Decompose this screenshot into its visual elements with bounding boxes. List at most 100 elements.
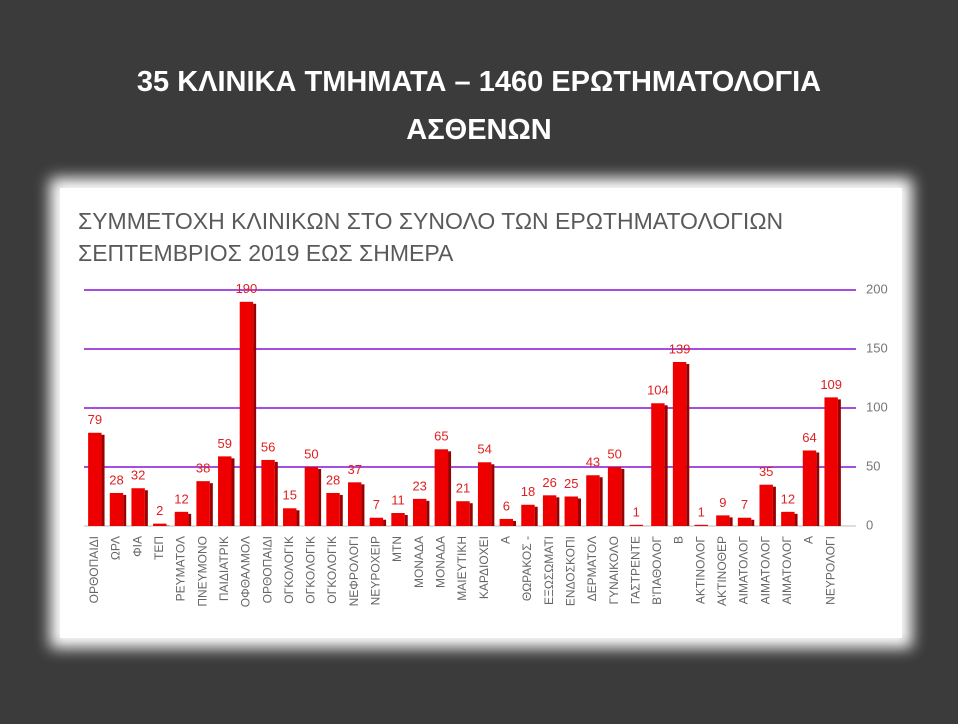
bar-side	[253, 303, 257, 526]
bar-side	[188, 513, 192, 526]
bar	[824, 397, 838, 526]
y-tick-label: 50	[866, 458, 880, 473]
x-tick-label: Α	[802, 536, 816, 544]
bar	[283, 508, 297, 526]
x-tick-label: ΝΕΥΡΟΧΕΙΡ	[369, 536, 383, 605]
bar	[391, 513, 405, 526]
bar	[412, 498, 427, 526]
x-tick-label: ΜΑΙΕΥΤΙΚΗ	[455, 536, 469, 601]
bar	[499, 518, 514, 526]
bar	[694, 524, 708, 526]
x-tick-label: ΕΞΩΣΩΜΑΤΙ	[542, 536, 556, 605]
bar-side	[231, 458, 235, 526]
y-tick-label: 200	[866, 281, 888, 296]
value-label: 1	[698, 504, 705, 519]
bar	[369, 517, 384, 526]
x-tick-label: ΟΓΚΟΛΟΓΙΚ	[282, 536, 296, 604]
value-label: 43	[586, 455, 600, 470]
x-tick-label: ΜΤΝ	[390, 536, 404, 562]
x-tick-label: ΡΕΥΜΑΤΟΛ	[174, 536, 188, 601]
bar	[586, 475, 600, 526]
bar	[131, 488, 145, 526]
x-tick-label: ΟΦΘΑΛΜΟΛ	[239, 536, 253, 607]
bar-side	[513, 520, 517, 526]
bar-side	[664, 405, 668, 526]
chart-title: ΣΥΜΜΕΤΟΧΗ ΚΛΙΝΙΚΩΝ ΣΤΟ ΣΥΝΟΛΟ ΤΩΝ ΕΡΩΤΗΜ…	[78, 208, 784, 266]
bar	[564, 496, 578, 526]
value-label: 6	[503, 498, 510, 513]
bar-side	[577, 498, 581, 526]
bar-side	[556, 497, 560, 526]
bar	[304, 467, 319, 526]
bar-side	[209, 483, 213, 526]
bar	[802, 450, 817, 526]
bar-side	[599, 477, 603, 526]
bar-side	[686, 363, 690, 526]
value-label: 12	[174, 491, 188, 506]
bar-side	[837, 399, 841, 526]
bar	[672, 361, 687, 526]
bar-side	[448, 451, 452, 526]
value-label: 35	[759, 464, 773, 479]
value-label: 2	[156, 503, 163, 518]
bar	[261, 459, 275, 526]
x-tick-label: Α	[498, 536, 512, 544]
bar-side	[123, 494, 127, 526]
bar-side	[816, 452, 820, 526]
bar-side	[404, 515, 408, 526]
bar-side	[101, 434, 105, 526]
value-label: 54	[477, 442, 491, 457]
y-tick-label: 150	[866, 340, 888, 355]
x-tick-label: Β'ΠΑΘΟΛΟΓ	[650, 536, 664, 605]
bar	[153, 523, 167, 526]
value-label: 50	[304, 446, 318, 461]
bar-side	[339, 494, 343, 526]
value-label: 59	[218, 436, 232, 451]
y-tick-label: 100	[866, 399, 888, 414]
value-label: 50	[607, 446, 621, 461]
x-tick-label: ΟΡΘΟΠΑΙΔΙ	[260, 536, 274, 603]
bar	[456, 501, 470, 526]
bar-side	[751, 519, 755, 526]
x-tick-label: ΟΡΘΟΠΑΙΔΙ	[87, 536, 101, 603]
x-tick-label: ΔΕΡΜΑΤΟΛ	[585, 536, 599, 601]
x-tick-label: ΑΚΤΙΝΟΘΕΡ	[715, 536, 729, 606]
bar	[434, 449, 449, 526]
bar	[109, 492, 124, 526]
bar	[326, 492, 340, 526]
value-label: 15	[283, 488, 297, 503]
bar	[629, 524, 643, 526]
bar	[737, 517, 752, 526]
bar-side	[144, 490, 148, 526]
x-tick-label: ΝΕΥΡΟΛΟΓΙ	[823, 536, 837, 605]
bar	[542, 495, 557, 526]
bar	[88, 432, 102, 526]
bar	[781, 511, 795, 526]
value-label: 139	[669, 341, 691, 356]
bar-side	[318, 469, 322, 526]
bar-side	[772, 486, 776, 526]
slide-title: 35 ΚΛΙΝΙΚΑ ΤΜΗΜΑΤΑ – 1460 ΕΡΩΤΗΜΑΤΟΛΟΓΙΑ…	[136, 66, 822, 146]
value-label: 79	[88, 412, 102, 427]
value-label: 28	[326, 472, 340, 487]
value-label: 64	[802, 430, 816, 445]
x-tick-label: ΚΑΡΔΙΟΧΕΙ	[477, 536, 491, 599]
bar-side	[426, 500, 430, 526]
x-tick-label: ΓΥΝΑΙΚΟΛΟ	[607, 536, 621, 604]
value-label: 190	[236, 281, 258, 296]
x-tick-label: ΕΝΔΟΣΚΟΠΙ	[563, 536, 577, 606]
x-tick-label: ΦΙΑ	[130, 536, 144, 557]
bar	[477, 462, 492, 526]
value-label: 9	[719, 495, 726, 510]
bar	[348, 482, 362, 526]
value-label: 26	[542, 475, 556, 490]
bar-side	[534, 506, 538, 526]
bar-side	[296, 510, 300, 526]
value-label: 32	[131, 468, 145, 483]
value-label: 23	[412, 478, 426, 493]
bar	[196, 481, 210, 526]
x-tick-label: ΠΑΙΔΙΑΤΡΙΚ	[217, 536, 231, 601]
bar-side	[274, 461, 278, 526]
